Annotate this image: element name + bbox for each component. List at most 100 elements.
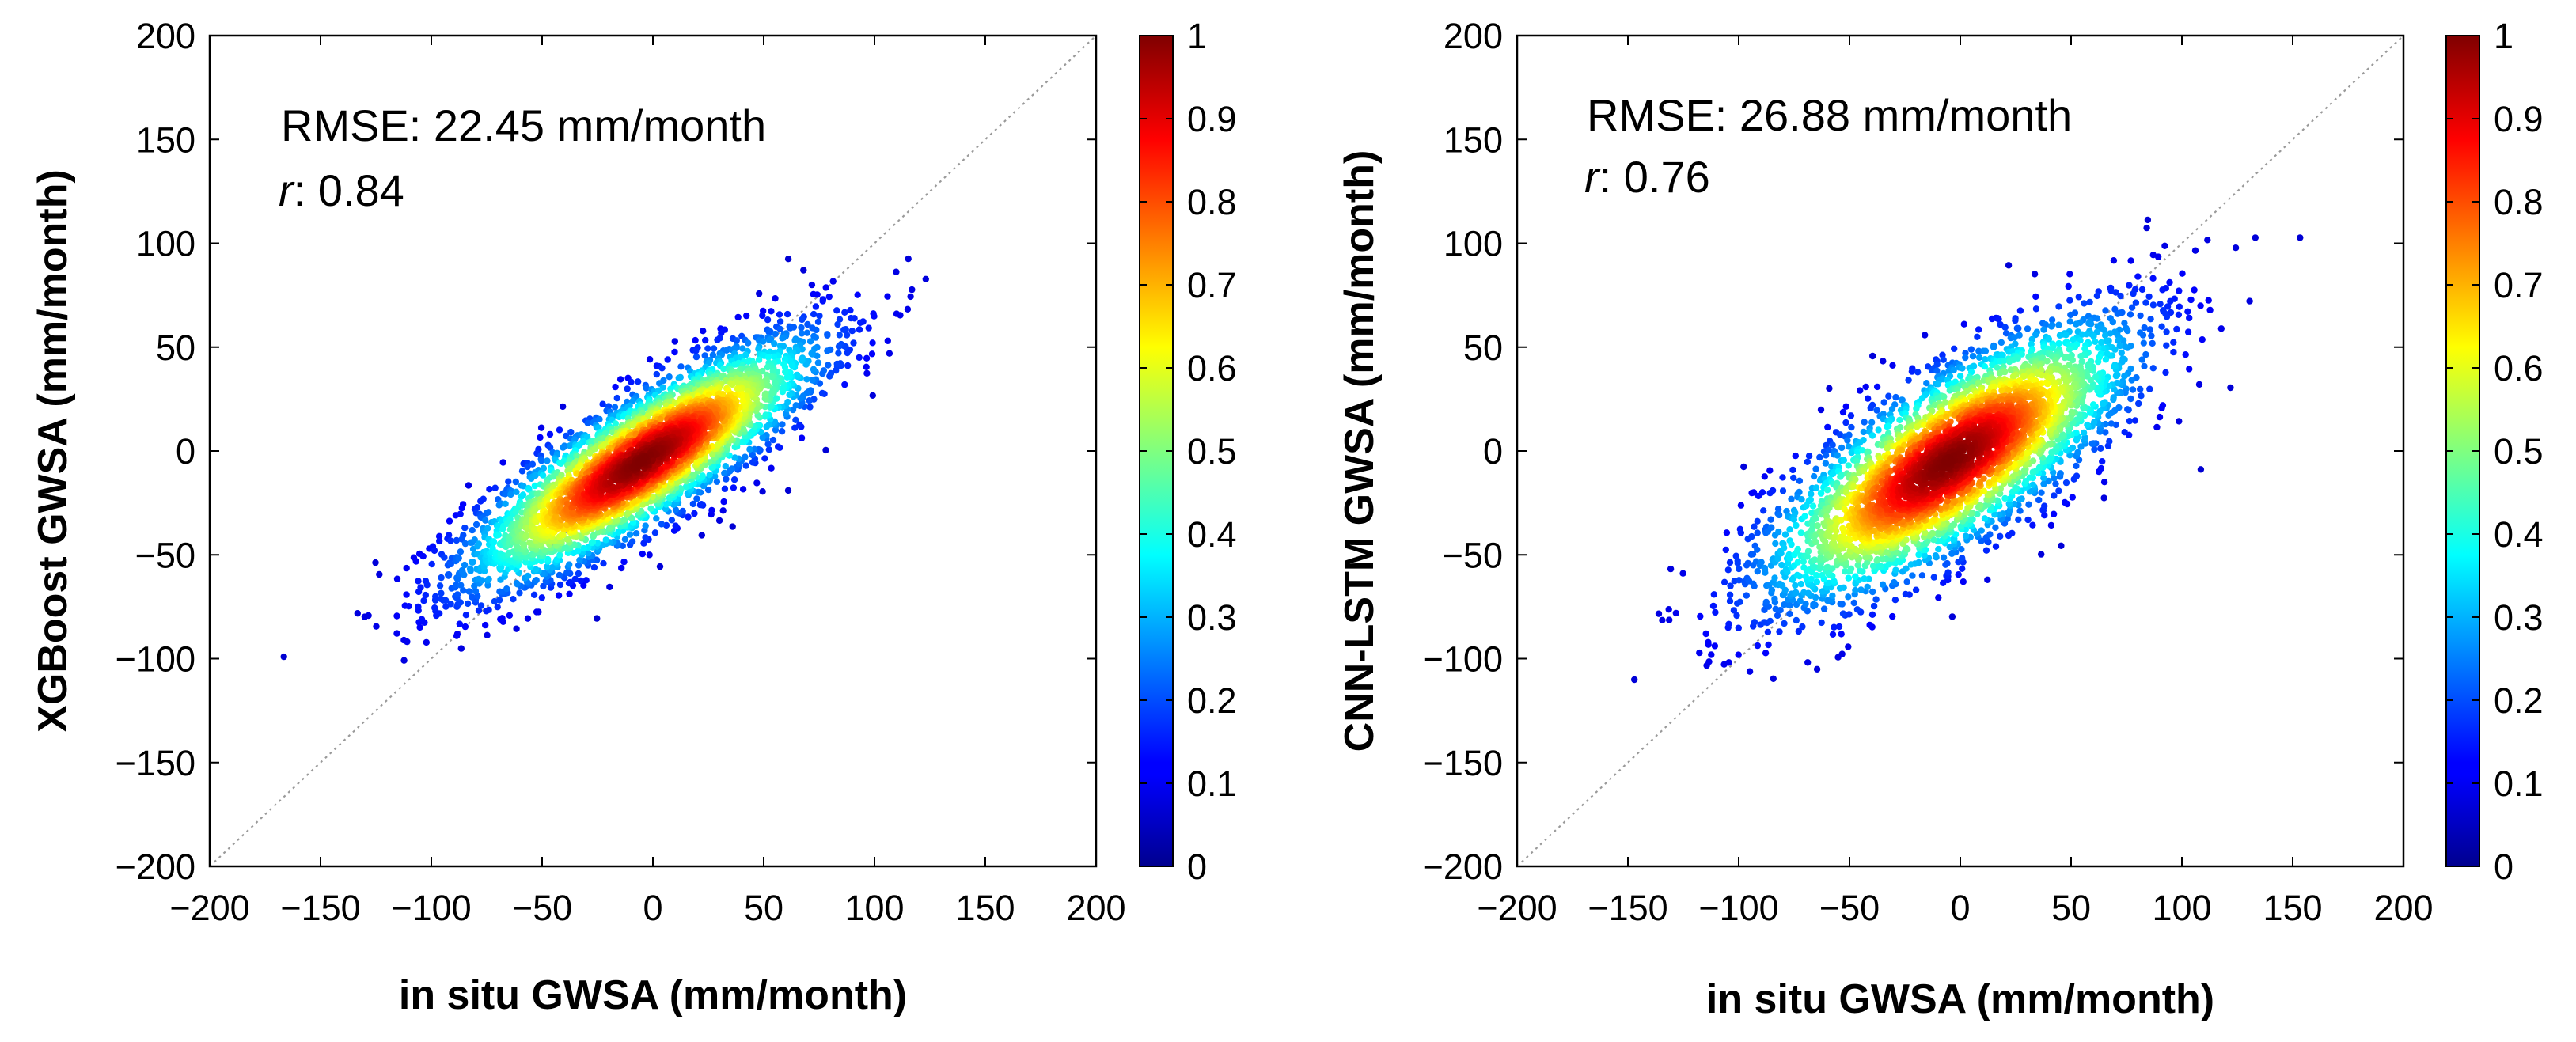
data-point xyxy=(1842,419,1849,426)
data-point xyxy=(2061,498,2069,506)
data-point xyxy=(2134,273,2142,280)
data-point xyxy=(1797,580,1804,588)
data-point xyxy=(1842,403,1849,410)
data-point xyxy=(2095,344,2102,351)
data-point xyxy=(2182,351,2189,358)
data-point xyxy=(455,555,462,562)
data-point xyxy=(776,325,783,332)
data-point xyxy=(2101,332,2109,339)
data-point xyxy=(2176,418,2183,425)
data-point xyxy=(730,476,738,483)
data-point xyxy=(473,504,481,511)
data-point xyxy=(1779,487,1787,494)
data-point xyxy=(373,623,380,630)
data-point xyxy=(419,552,427,560)
data-point xyxy=(719,507,727,514)
data-point xyxy=(2147,316,2154,323)
data-point xyxy=(1935,545,1942,553)
data-point xyxy=(453,536,461,544)
data-point xyxy=(2077,443,2085,450)
data-point xyxy=(824,347,831,354)
data-point xyxy=(513,488,520,495)
data-point xyxy=(438,589,445,597)
data-point xyxy=(1868,611,1876,618)
data-point xyxy=(621,536,629,543)
data-point xyxy=(2163,342,2170,349)
data-point xyxy=(1771,595,1778,603)
data-point xyxy=(616,376,624,383)
data-point xyxy=(1912,586,1920,593)
data-point xyxy=(1853,606,1861,613)
data-point xyxy=(1817,490,1825,497)
data-point xyxy=(462,612,470,619)
data-point xyxy=(1723,529,1731,536)
data-point xyxy=(423,582,431,589)
y-tick-label: 0 xyxy=(176,431,195,472)
data-point xyxy=(1944,559,1951,567)
data-point xyxy=(458,504,465,512)
data-point xyxy=(764,364,772,371)
data-point xyxy=(841,309,848,316)
data-point xyxy=(1839,408,1847,416)
data-point xyxy=(485,509,492,516)
data-point xyxy=(706,472,713,479)
data-point xyxy=(1813,578,1821,585)
data-point xyxy=(499,459,506,466)
data-point xyxy=(893,310,901,317)
data-point xyxy=(513,579,521,587)
data-point xyxy=(2142,350,2149,358)
data-point xyxy=(647,505,654,512)
data-point xyxy=(2173,325,2180,333)
y-tick-label: −50 xyxy=(135,535,195,575)
data-point xyxy=(2158,323,2165,330)
data-point xyxy=(2100,400,2107,407)
data-point xyxy=(1822,460,1830,467)
data-point xyxy=(2130,290,2137,297)
data-point xyxy=(2078,331,2086,338)
data-point xyxy=(512,508,520,516)
data-point xyxy=(1959,365,1966,372)
data-point xyxy=(869,339,876,347)
data-point xyxy=(2161,242,2168,249)
data-point xyxy=(1995,316,2002,323)
data-point xyxy=(1744,559,1751,567)
data-point xyxy=(1771,574,1778,582)
data-point xyxy=(738,438,745,445)
data-point xyxy=(698,532,705,539)
data-point xyxy=(1794,559,1801,566)
data-point xyxy=(2073,462,2080,470)
data-point xyxy=(2184,308,2191,315)
data-point xyxy=(869,392,877,399)
data-point xyxy=(1792,452,1799,460)
data-point xyxy=(1812,465,1819,472)
data-point xyxy=(2052,480,2059,487)
data-point xyxy=(2051,492,2058,499)
data-point xyxy=(662,501,670,508)
data-point xyxy=(457,510,464,517)
data-point xyxy=(576,441,583,449)
data-point xyxy=(422,591,429,599)
data-point xyxy=(809,377,816,384)
data-point xyxy=(618,564,625,572)
data-point xyxy=(1793,589,1800,596)
data-point xyxy=(731,345,738,353)
data-point xyxy=(1892,393,1899,401)
data-point xyxy=(841,381,848,388)
data-point xyxy=(2126,418,2134,425)
data-point xyxy=(884,337,892,344)
data-point xyxy=(482,517,489,524)
data-point xyxy=(1720,578,1728,585)
data-point xyxy=(400,657,408,664)
data-point xyxy=(1798,496,1805,503)
data-point xyxy=(2015,516,2022,523)
data-point xyxy=(708,464,715,472)
data-point xyxy=(792,402,799,409)
data-point xyxy=(612,383,619,391)
data-point xyxy=(1758,489,1766,496)
data-point xyxy=(606,583,613,591)
data-point xyxy=(2114,379,2121,387)
data-point xyxy=(1754,642,1762,650)
data-point xyxy=(1975,326,1982,333)
data-point xyxy=(2056,332,2064,339)
data-point xyxy=(556,426,563,434)
